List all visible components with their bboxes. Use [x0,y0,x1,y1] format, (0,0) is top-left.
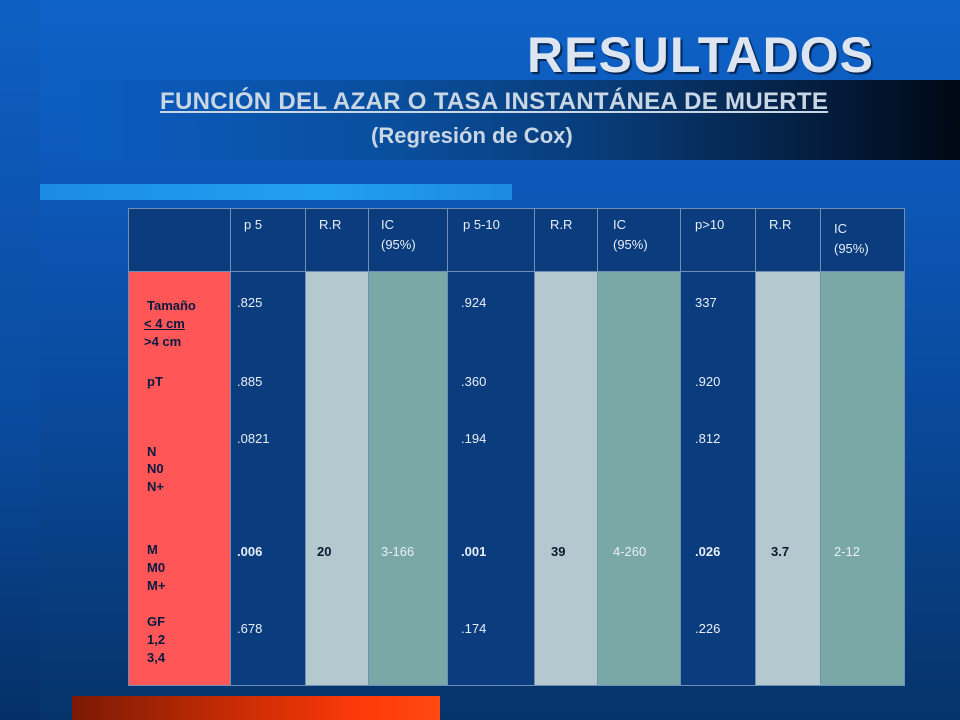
rr3-cell [755,272,820,685]
p5-cell [230,272,305,685]
label-gt4: >4 cm [144,334,182,349]
slide-title: RESULTADOS [527,27,875,83]
label-n0: N0 [147,461,164,476]
slide-subtitle: FUNCIÓN DEL AZAR O TASA INSTANTÁNEA DE M… [160,88,829,115]
divider [755,209,756,685]
header-rr2: R.R [550,217,573,232]
label-tamano: Tamaño [147,298,196,313]
label-m: M [147,542,158,557]
p510-cell [447,272,534,685]
label-nplus: N+ [147,479,164,494]
accent-bar-red [72,696,440,720]
p10-pt: .920 [695,374,721,389]
p5-pt: .885 [237,374,263,389]
label-pt: pT [147,374,163,389]
p10-m: .026 [695,544,721,559]
table-header-row [129,209,904,272]
header-ic3: IC (95%) [834,221,869,256]
ic1-m: 3-166 [381,544,415,559]
row-label-cell [129,272,230,685]
p10-cell [680,272,755,685]
p5-tamano: .825 [237,295,263,310]
header-p10: p>10 [695,217,725,232]
rr1-m: 20 [317,544,332,559]
p5-n: .0821 [237,431,270,446]
p510-tamano: .924 [461,295,487,310]
header-rr3: R.R [769,217,792,232]
p5-gf: .678 [237,621,263,636]
slide-subtitle-cox: (Regresión de Cox) [371,123,573,148]
rr1-cell [305,272,368,685]
p510-gf: .174 [461,621,487,636]
p10-gf: .226 [695,621,721,636]
results-table: p 5 R.R IC (95%) p 5-10 R.R IC (95%) p>1… [128,208,905,686]
divider [447,209,448,685]
divider [368,209,369,685]
title-band [80,80,960,160]
ic3-cell [820,272,904,685]
left-strip [0,0,40,720]
rr2-m: 39 [551,544,566,559]
rr2-cell [534,272,597,685]
divider [230,209,231,685]
divider [534,209,535,685]
p510-n: .194 [461,431,487,446]
label-n: N [147,444,157,459]
header-ic1: IC (95%) [381,217,416,252]
ic2-cell [597,272,680,685]
p5-m: .006 [237,544,263,559]
label-gf: GF [147,614,166,629]
label-le4: < 4 cm [144,316,185,331]
ic3-m: 2-12 [834,544,861,559]
ic1-cell [368,272,447,685]
divider [820,209,821,685]
p510-m: .001 [461,544,487,559]
p510-pt: .360 [461,374,487,389]
label-m0: M0 [147,560,166,575]
rr3-m: 3.7 [771,544,790,559]
header-rr1: R.R [319,217,342,232]
header-p5: p 5 [244,217,263,232]
divider [597,209,598,685]
divider [680,209,681,685]
header-ic2: IC (95%) [613,217,648,252]
accent-bar-blue [40,184,512,200]
label-mplus: M+ [147,578,166,593]
label-gf34: 3,4 [147,650,166,665]
header-p510: p 5-10 [463,217,500,232]
p10-tamano: 337 [695,295,717,310]
divider [305,209,306,685]
p10-n: .812 [695,431,721,446]
ic2-m: 4-260 [613,544,647,559]
label-gf12: 1,2 [147,632,166,647]
